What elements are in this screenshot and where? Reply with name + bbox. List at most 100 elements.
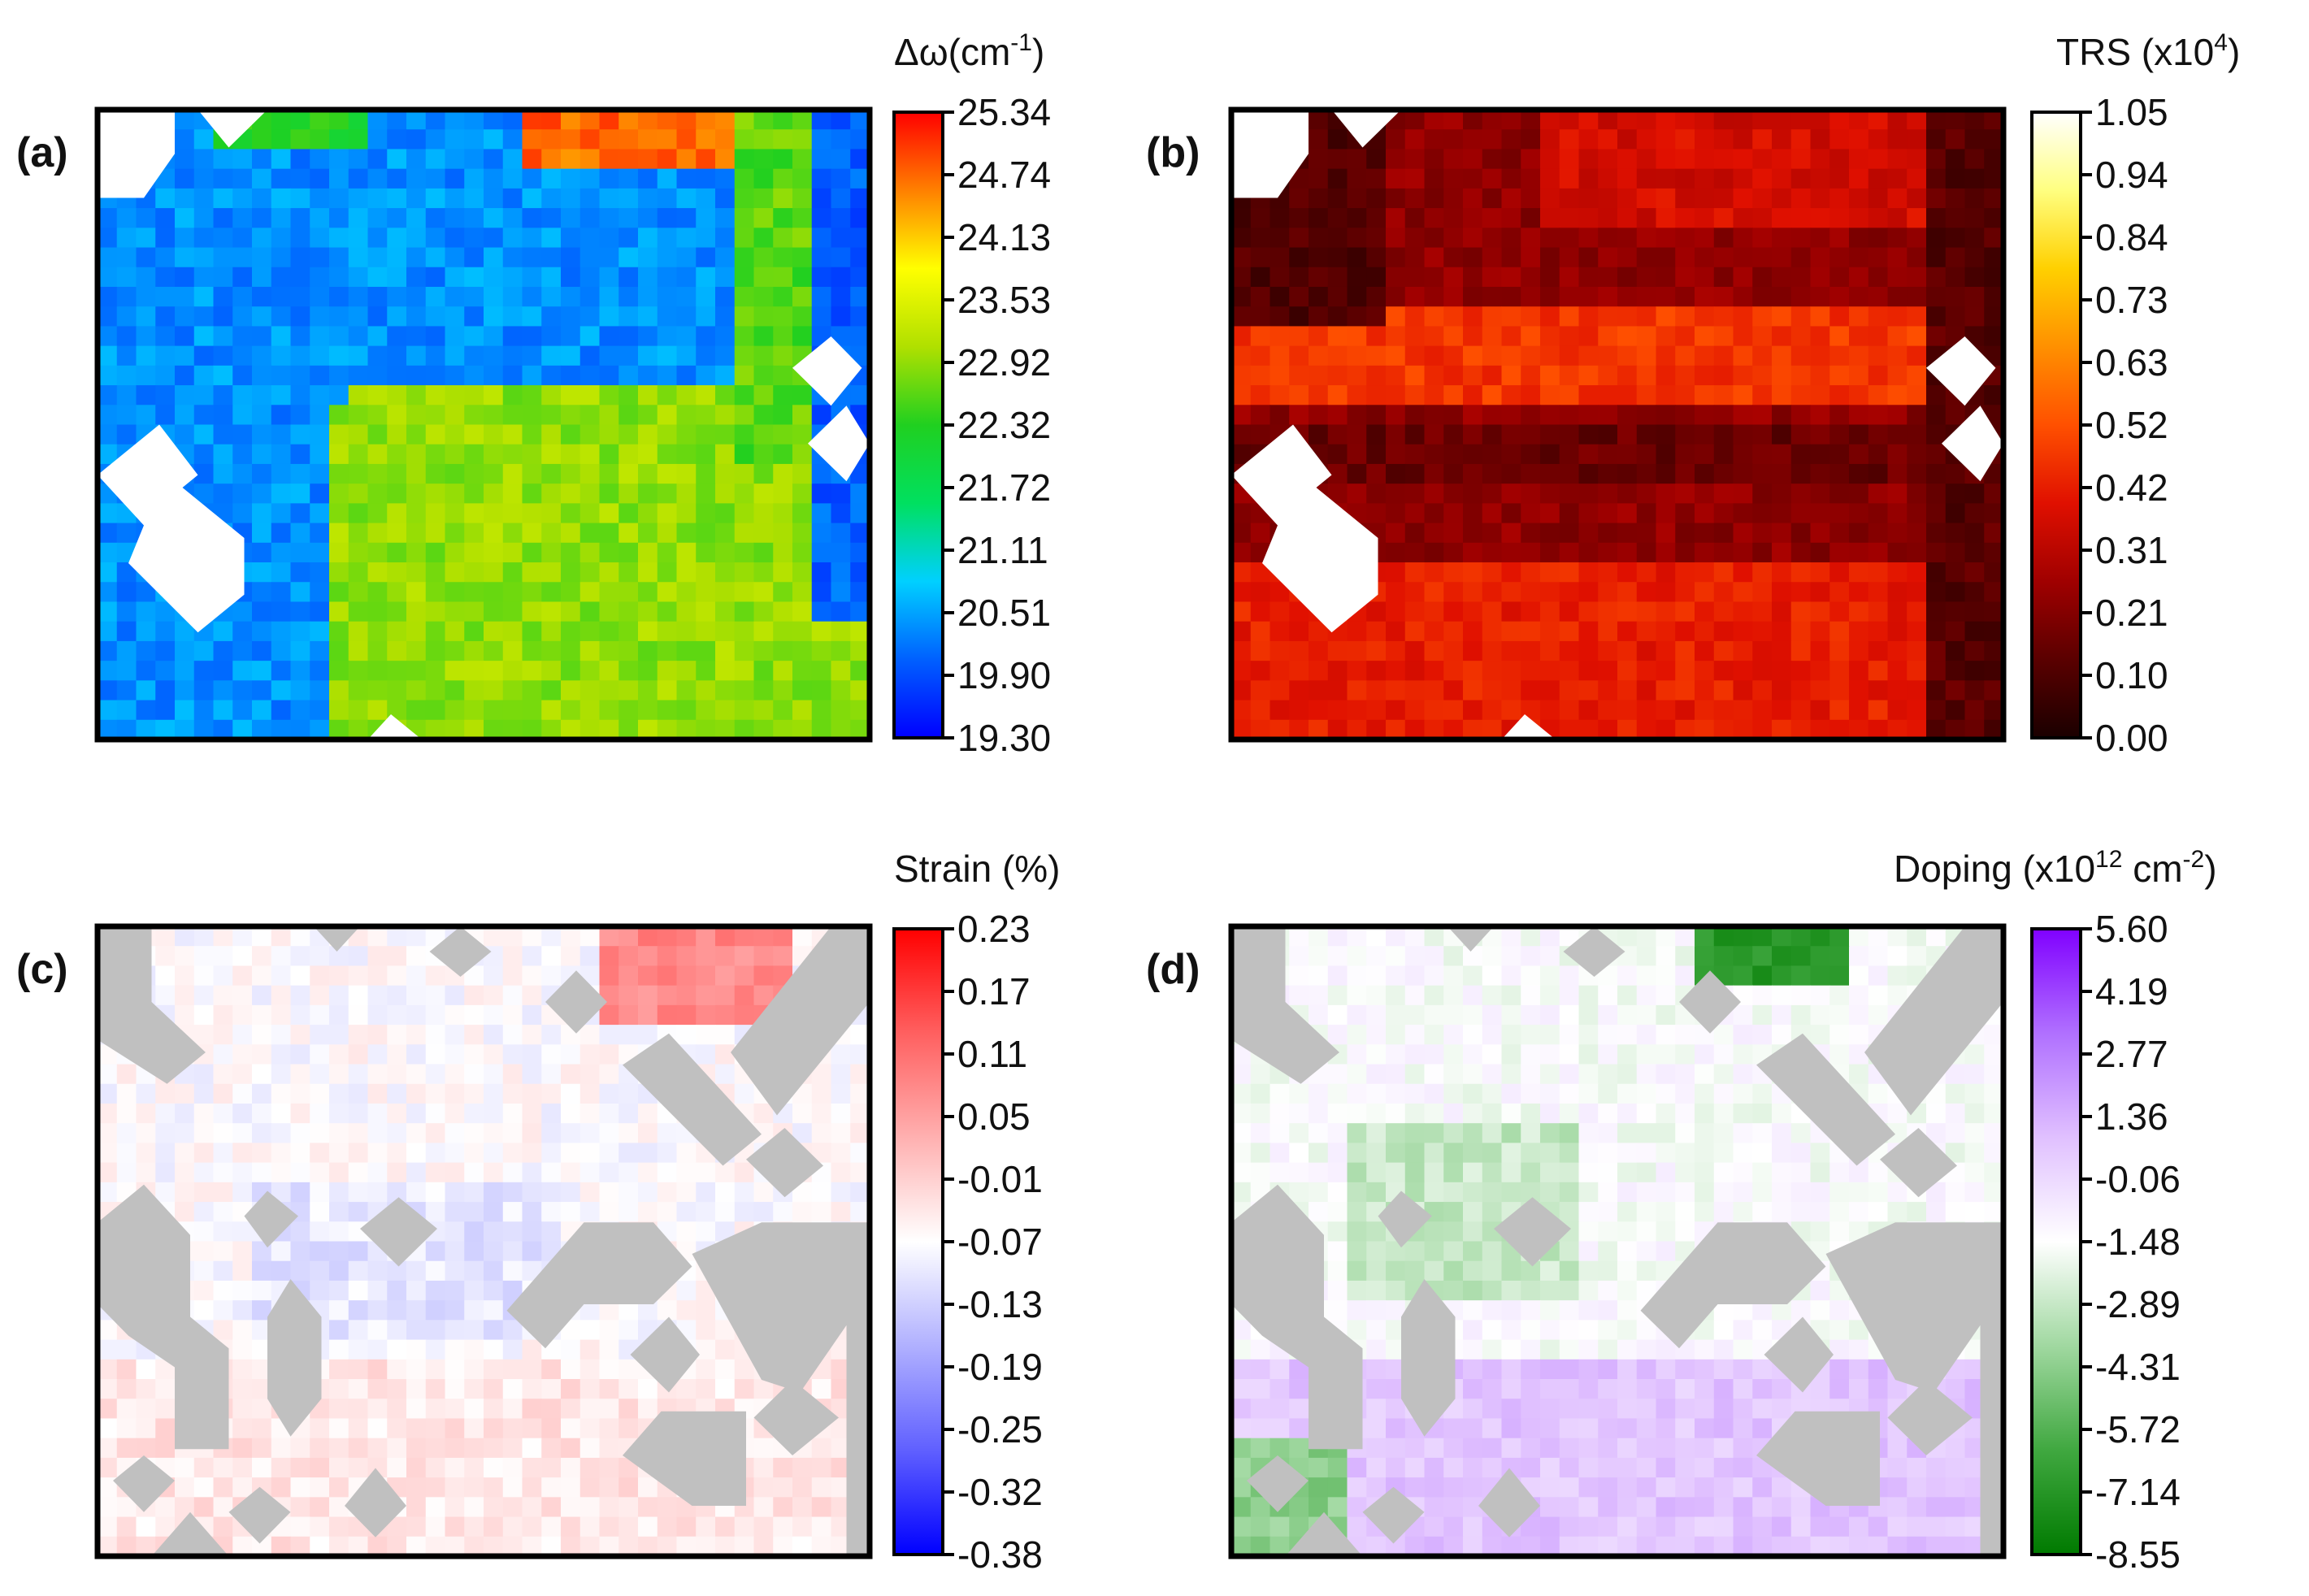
heatmap-cell [1482, 424, 1503, 445]
heatmap-cell [484, 306, 504, 327]
heatmap-cell [502, 1241, 523, 1262]
heatmap-cell [310, 444, 330, 465]
heatmap-cell [406, 680, 427, 701]
heatmap-cell [502, 640, 523, 661]
heatmap-cell [310, 286, 330, 307]
heatmap-cell [1521, 365, 1541, 386]
colorbar-tick-label: 0.52 [2095, 404, 2168, 446]
heatmap-cell [1887, 661, 1908, 681]
heatmap-cell [310, 542, 330, 563]
heatmap-cell [271, 484, 292, 504]
heatmap-cell [1617, 365, 1638, 386]
heatmap-cell [329, 946, 349, 967]
heatmap-cell [831, 1044, 851, 1065]
heatmap-cell [1887, 267, 1908, 288]
heatmap-cell [464, 1260, 484, 1282]
heatmap-cell [445, 1083, 465, 1104]
heatmap-cell [1926, 542, 1947, 563]
heatmap-cell [599, 1182, 619, 1203]
heatmap-cell [1327, 345, 1348, 366]
heatmap-cell [116, 640, 137, 661]
heatmap-cell [1810, 661, 1830, 681]
heatmap-cell [1250, 601, 1271, 622]
heatmap-cell [579, 1477, 601, 1498]
heatmap-cell [1695, 306, 1715, 327]
heatmap-cell [1404, 503, 1426, 524]
heatmap-cell [1868, 946, 1889, 967]
heatmap-cell [484, 1379, 504, 1399]
heatmap-cell [425, 1300, 446, 1321]
heatmap-cell [773, 129, 793, 150]
heatmap-cell [484, 484, 504, 504]
heatmap-cell [1636, 267, 1657, 288]
heatmap-cell [618, 523, 639, 544]
heatmap-cell [406, 523, 427, 544]
heatmap-cell [831, 484, 851, 504]
heatmap-cell [1463, 680, 1483, 701]
heatmap-cell [425, 129, 446, 150]
heatmap-cell [425, 168, 446, 189]
heatmap-cell [541, 1399, 562, 1420]
heatmap-cell [502, 1399, 523, 1420]
heatmap-cell [792, 129, 813, 150]
heatmap-cell [1617, 1221, 1638, 1243]
missing-data-region [792, 336, 862, 406]
heatmap-cell [425, 542, 446, 563]
heatmap-cell [599, 463, 619, 484]
heatmap-cell [116, 405, 137, 426]
heatmap-cell [464, 405, 484, 426]
heatmap-cell [1559, 1123, 1580, 1144]
heatmap-cell [1424, 1064, 1444, 1085]
heatmap-cell [213, 306, 233, 327]
heatmap-cell [1578, 149, 1599, 170]
heatmap-cell [1695, 640, 1715, 661]
heatmap-cell [367, 110, 388, 130]
heatmap-cell [618, 946, 639, 967]
heatmap-cell [484, 562, 504, 583]
heatmap-cell [425, 562, 446, 583]
heatmap-cell [367, 149, 388, 170]
heatmap-cell [792, 542, 813, 563]
heatmap-cell [1887, 247, 1908, 268]
heatmap-cell [348, 326, 369, 347]
heatmap-cell [1463, 661, 1483, 681]
heatmap-cell [734, 168, 755, 189]
heatmap-cell [676, 110, 697, 130]
heatmap-cell [1404, 463, 1426, 484]
heatmap-cell [561, 484, 581, 504]
heatmap-cell [1463, 1241, 1483, 1262]
heatmap-cell [618, 640, 639, 661]
heatmap-cell [1482, 621, 1503, 642]
heatmap-cell [1733, 228, 1753, 249]
heatmap-cell [484, 345, 504, 366]
heatmap-cell [193, 1497, 215, 1518]
colorbar-tick-label: 0.00 [2095, 717, 2168, 759]
heatmap-cell [406, 1339, 427, 1360]
heatmap-cell [1752, 680, 1773, 701]
heatmap-cell [792, 640, 813, 661]
heatmap-cell [1829, 208, 1850, 228]
heatmap-cell [1752, 1202, 1773, 1222]
heatmap-cell [1829, 1202, 1850, 1222]
heatmap-cell [599, 1103, 619, 1124]
heatmap-cell [522, 286, 542, 307]
heatmap-cell [116, 228, 137, 249]
heatmap-cell [696, 926, 716, 947]
heatmap-cell [676, 365, 697, 386]
heatmap-cell [1945, 463, 1966, 484]
heatmap-cell [175, 424, 195, 445]
heatmap-cell [1250, 286, 1271, 307]
heatmap-cell [1790, 1123, 1812, 1144]
heatmap-cell [541, 1123, 562, 1144]
heatmap-cell [252, 680, 272, 701]
heatmap-cell [329, 345, 349, 366]
heatmap-cell [406, 1399, 427, 1420]
heatmap-cell [1463, 444, 1483, 465]
heatmap-cell [387, 1379, 407, 1399]
heatmap-cell [310, 1202, 330, 1222]
heatmap-cell [1964, 168, 1985, 189]
heatmap-cell [753, 1536, 774, 1557]
heatmap-cell [1540, 1064, 1560, 1085]
heatmap-cell [98, 405, 118, 426]
heatmap-cell [1501, 326, 1521, 347]
